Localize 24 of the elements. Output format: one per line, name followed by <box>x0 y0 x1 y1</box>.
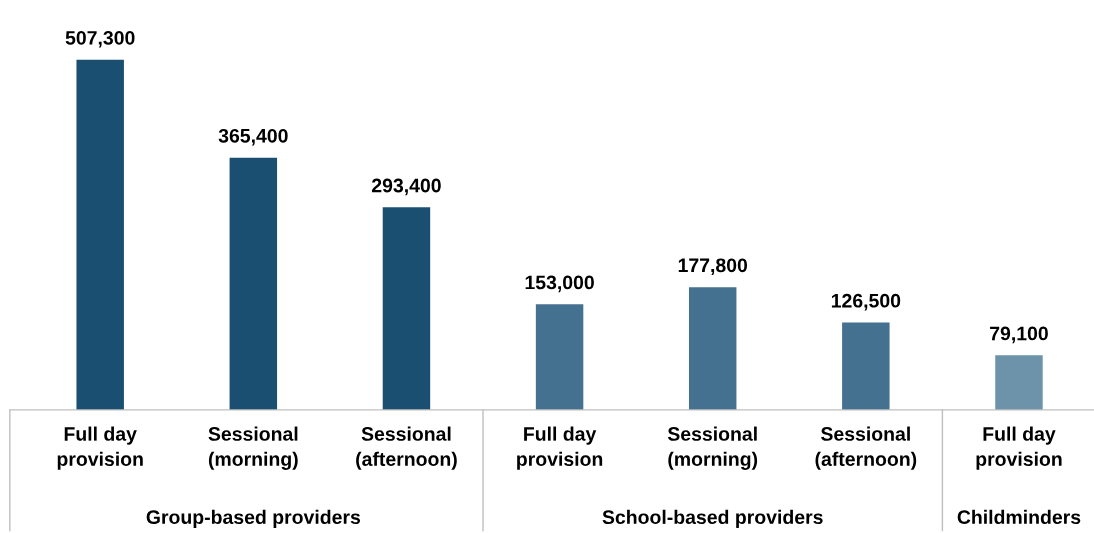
data-label: 293,400 <box>371 178 441 196</box>
x-tick-label: Sessional (afternoon) <box>356 426 457 470</box>
text: Group-based providers <box>146 509 361 528</box>
bar <box>76 59 124 410</box>
data-label: 507,300 <box>65 30 135 48</box>
text: School-based providers <box>602 509 823 528</box>
data-label: 153,000 <box>525 275 594 293</box>
x-tick-label: Full day provision <box>57 426 143 470</box>
x-tick-label: Sessional (morning) <box>208 426 298 470</box>
bar <box>382 207 431 410</box>
data-label: 365,400 <box>218 128 288 146</box>
x-tick-label: Sessional (morning) <box>667 426 758 470</box>
data-label: 177,800 <box>678 258 748 276</box>
bar <box>535 304 584 410</box>
bar <box>842 322 890 410</box>
x-tick-label: Sessional (afternoon) <box>815 426 917 470</box>
data-label: 79,100 <box>990 326 1048 344</box>
bar <box>688 287 737 410</box>
bar <box>229 157 278 410</box>
x-tick-label: Full day provision <box>976 426 1062 470</box>
bar <box>995 355 1043 410</box>
data-label: 126,500 <box>831 293 901 311</box>
x-tick-label: Full day provision <box>517 426 603 470</box>
text: Childminders <box>957 509 1081 525</box>
